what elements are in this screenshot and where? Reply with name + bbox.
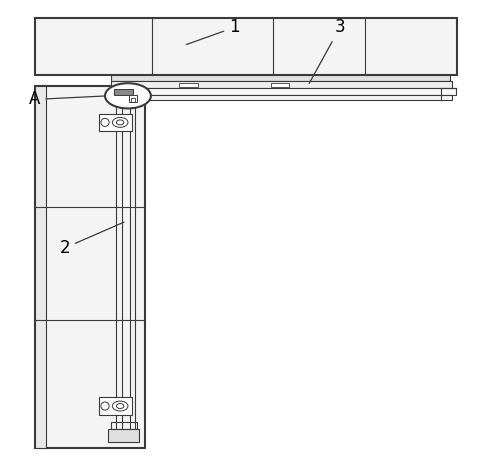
Bar <box>110 82 452 88</box>
Ellipse shape <box>105 83 151 108</box>
Bar <box>114 89 133 95</box>
Ellipse shape <box>112 401 128 411</box>
Bar <box>99 398 132 415</box>
Bar <box>110 88 456 95</box>
Bar <box>99 114 132 131</box>
Ellipse shape <box>117 120 124 125</box>
Circle shape <box>101 402 109 410</box>
Bar <box>129 95 137 102</box>
Ellipse shape <box>117 403 124 408</box>
Bar <box>110 422 137 429</box>
Text: A: A <box>29 91 106 108</box>
Bar <box>35 86 145 448</box>
Bar <box>110 75 450 82</box>
Text: 3: 3 <box>309 18 345 83</box>
Bar <box>110 95 452 100</box>
Bar <box>271 83 290 87</box>
Bar <box>35 86 46 448</box>
Ellipse shape <box>112 117 128 128</box>
Circle shape <box>101 118 109 127</box>
Text: 1: 1 <box>186 18 240 45</box>
Bar <box>35 18 457 75</box>
Bar <box>108 429 140 442</box>
Bar <box>179 83 198 87</box>
Text: 2: 2 <box>59 222 124 257</box>
